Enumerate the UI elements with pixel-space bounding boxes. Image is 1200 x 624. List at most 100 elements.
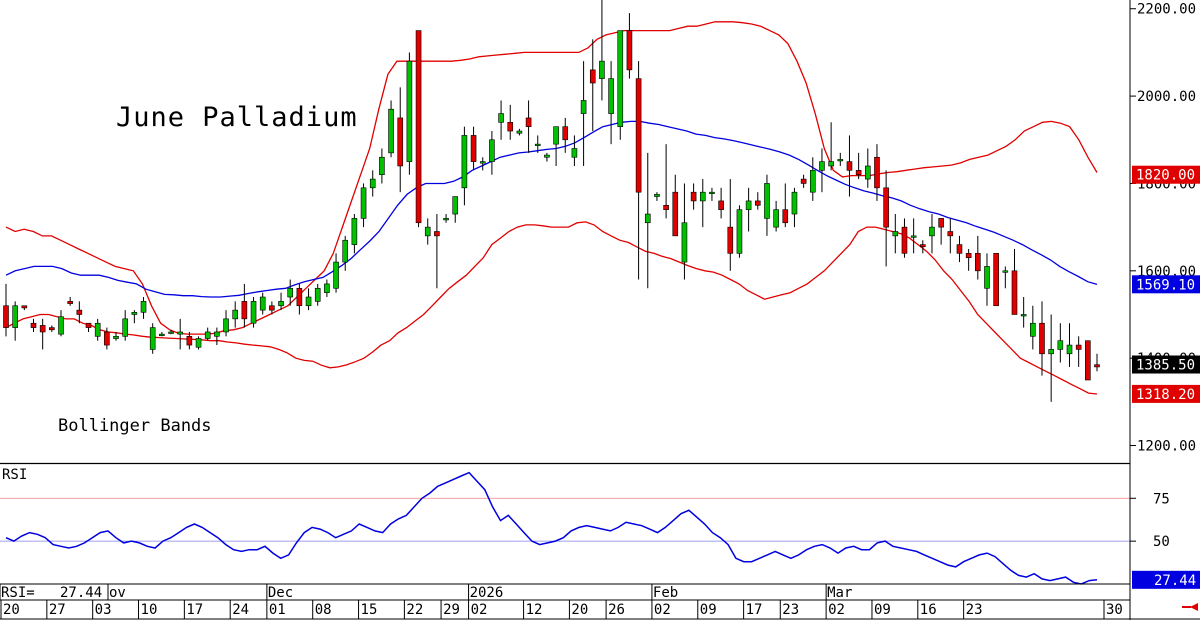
candle-body — [342, 239, 349, 263]
candle — [846, 135, 853, 197]
candle — [1039, 301, 1045, 376]
candle-body — [736, 209, 743, 254]
date-tick-label: 08 — [315, 602, 332, 618]
candle-body — [571, 148, 578, 158]
candle-body — [828, 161, 834, 167]
candle-body — [461, 135, 468, 189]
candle — [736, 205, 743, 258]
candle-body — [250, 301, 257, 324]
candle-body — [791, 191, 798, 215]
candle-body — [920, 244, 926, 248]
candle-body — [663, 204, 669, 210]
candle-body — [855, 170, 862, 176]
month-tick-label: Feb — [653, 585, 678, 601]
candle-body — [984, 266, 990, 289]
candle-body — [3, 305, 9, 328]
date-tick-label: 20 — [571, 602, 588, 618]
candle — [498, 100, 504, 140]
candle — [39, 318, 46, 350]
rsi-title: RSI — [2, 467, 27, 483]
candle-body — [507, 122, 514, 132]
candle-body — [12, 305, 18, 328]
candle-body — [589, 69, 596, 84]
candle — [864, 148, 871, 188]
candle-body — [846, 161, 853, 171]
candle-body — [525, 117, 532, 127]
candle-body — [388, 108, 394, 154]
candle — [654, 192, 660, 201]
candle — [709, 187, 715, 201]
candle — [259, 292, 266, 315]
candle-body — [993, 253, 999, 307]
date-axis: 20 27 03 10 17 24 01 08 15 22 29 02 12 20 26 02 09 17 23 02… — [0, 583, 1200, 620]
candle-body — [324, 283, 330, 293]
candle — [516, 128, 523, 136]
candle-body — [773, 209, 779, 228]
candle-body — [617, 30, 624, 127]
candle — [489, 131, 495, 175]
date-tick-label: 09 — [700, 602, 717, 618]
date-tick-label: 12 — [526, 602, 543, 618]
candle — [342, 235, 349, 271]
candle — [76, 301, 83, 324]
candle-body — [562, 126, 569, 141]
candle — [819, 148, 825, 193]
candle — [186, 331, 193, 350]
candle-body — [39, 325, 46, 333]
candle — [984, 253, 990, 306]
candle-body — [30, 322, 37, 328]
candle — [965, 248, 972, 271]
date-tick-label: 27 — [49, 602, 66, 618]
date-tick-label: 30 — [1106, 602, 1123, 618]
candle-body — [498, 113, 504, 123]
candle-body — [113, 336, 119, 339]
candle-body — [397, 117, 404, 167]
candle — [773, 200, 779, 232]
candle-body — [929, 226, 935, 237]
month-tick-label: 2026 — [470, 585, 504, 601]
candle-body — [186, 336, 193, 346]
candle — [562, 117, 569, 153]
candle — [369, 170, 376, 197]
candle-body — [94, 322, 101, 337]
candle — [1057, 323, 1064, 363]
candle-body — [626, 30, 633, 71]
candle — [644, 152, 651, 289]
candle — [525, 100, 532, 153]
candle-body — [690, 191, 697, 202]
upper-band-value-box — [1132, 165, 1200, 184]
month-tick-label: Dec — [268, 585, 293, 601]
date-tick-label: 09 — [874, 602, 891, 618]
candle-body — [699, 191, 706, 202]
bollinger-bands — [5, 21, 1098, 395]
candle-body — [718, 200, 724, 210]
candle — [49, 325, 55, 332]
date-tick-label: 23 — [782, 602, 799, 618]
candle-body — [177, 331, 183, 335]
candle — [901, 218, 908, 258]
candle-body — [406, 60, 413, 162]
candle-body — [223, 318, 229, 333]
candle-body — [782, 209, 789, 224]
candle-body — [49, 327, 55, 331]
candle-body — [608, 78, 614, 114]
candle-body — [415, 30, 422, 224]
middle-band-line — [5, 120, 1098, 298]
candle — [214, 327, 220, 346]
rsi-readout-label: RSI= — [1, 585, 35, 601]
candle — [30, 318, 37, 332]
candle — [956, 235, 963, 263]
candle — [204, 327, 211, 341]
rsi-last-value-box — [1132, 570, 1200, 589]
candle-body — [672, 191, 679, 237]
candle-body — [479, 161, 486, 164]
candle-body — [956, 244, 963, 254]
candle — [745, 187, 752, 232]
chart-title: June Palladium — [116, 102, 358, 133]
candle-body — [727, 226, 734, 254]
candle — [727, 179, 734, 271]
month-tick-label: Mar — [827, 585, 852, 601]
bollinger-label: Bollinger Bands — [58, 416, 212, 436]
candle-body — [1057, 340, 1064, 350]
upper-band-value-text: 1820.00 — [1136, 168, 1195, 184]
